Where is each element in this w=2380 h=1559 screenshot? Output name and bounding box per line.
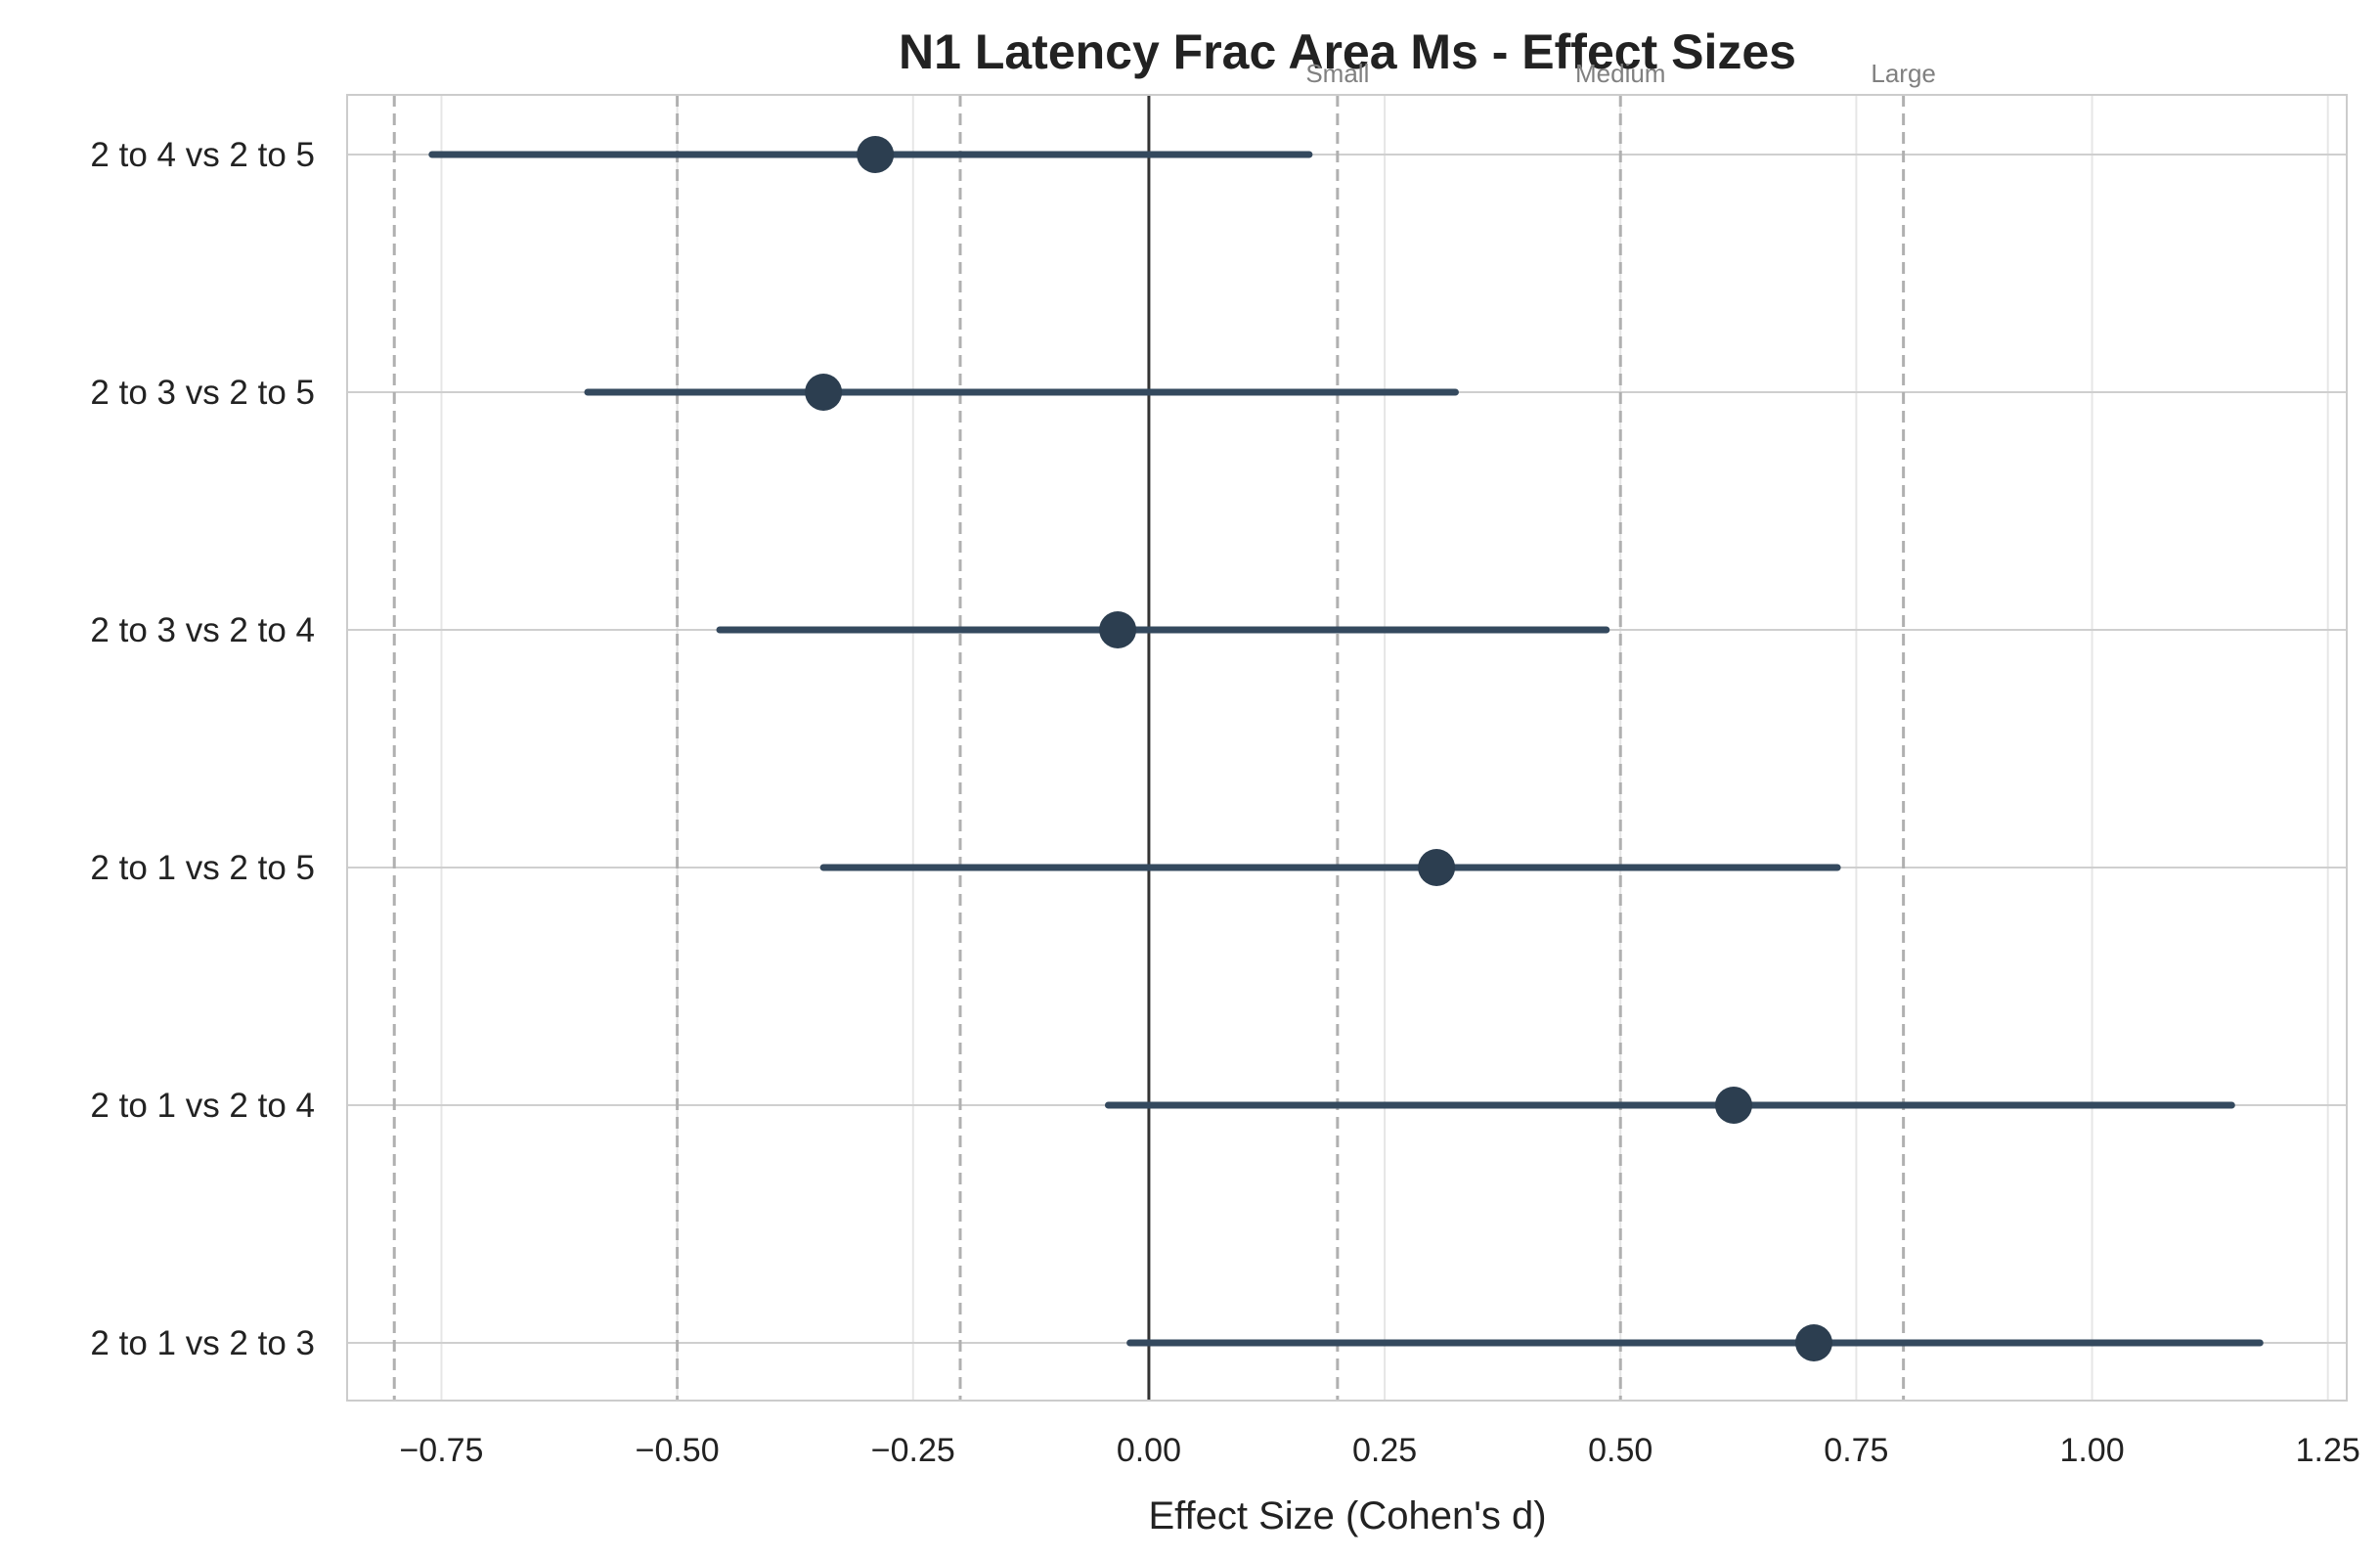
threshold-label-5: Large [1871, 59, 1936, 88]
effect-point-0 [857, 136, 895, 173]
threshold-label-3: Small [1305, 59, 1369, 88]
x-tick-label-1: −0.50 [636, 1432, 720, 1469]
effect-size-points [805, 136, 1832, 1361]
y-tick-label-3: 2 to 1 vs 2 to 5 [90, 849, 315, 887]
x-tick-labels: −0.75 −0.50 −0.25 0.00 0.25 0.50 0.75 1.00 1.25 [399, 1432, 2359, 1469]
x-tick-label-4: 0.25 [1352, 1432, 1417, 1469]
x-tick-label-8: 1.25 [2296, 1432, 2360, 1469]
x-tick-label-2: −0.25 [871, 1432, 955, 1469]
x-tick-label-6: 0.75 [1824, 1432, 1888, 1469]
y-tick-label-2: 2 to 3 vs 2 to 4 [90, 611, 315, 649]
threshold-lines [392, 95, 1906, 1401]
effect-point-5 [1794, 1324, 1832, 1361]
x-tick-label-3: 0.00 [1117, 1432, 1181, 1469]
horizontal-grid [347, 154, 2347, 1344]
threshold-label-4: Medium [1575, 59, 1665, 88]
effect-point-2 [1099, 611, 1137, 648]
y-tick-label-1: 2 to 3 vs 2 to 5 [90, 374, 315, 412]
plot-frame [346, 94, 2348, 1402]
confidence-intervals [428, 151, 2264, 1347]
chart-title: N1 Latency Frac Area Ms - Effect Sizes [899, 24, 1796, 79]
x-axis-label: Effect Size (Cohen's d) [1148, 1494, 1546, 1537]
effect-point-4 [1714, 1087, 1752, 1124]
y-tick-label-0: 2 to 4 vs 2 to 5 [90, 136, 315, 174]
vertical-grid [440, 95, 2329, 1401]
threshold-labels: Small Medium Large [1305, 59, 1936, 88]
x-tick-label-0: −0.75 [399, 1432, 483, 1469]
effect-point-1 [805, 374, 843, 411]
y-tick-labels: 2 to 4 vs 2 to 5 2 to 3 vs 2 to 5 2 to 3 v… [90, 136, 315, 1362]
effect-point-3 [1418, 849, 1456, 886]
x-tick-label-5: 0.50 [1588, 1432, 1653, 1469]
x-tick-label-7: 1.00 [2059, 1432, 2124, 1469]
y-tick-label-5: 2 to 1 vs 2 to 3 [90, 1324, 315, 1362]
y-tick-label-4: 2 to 1 vs 2 to 4 [90, 1087, 315, 1125]
